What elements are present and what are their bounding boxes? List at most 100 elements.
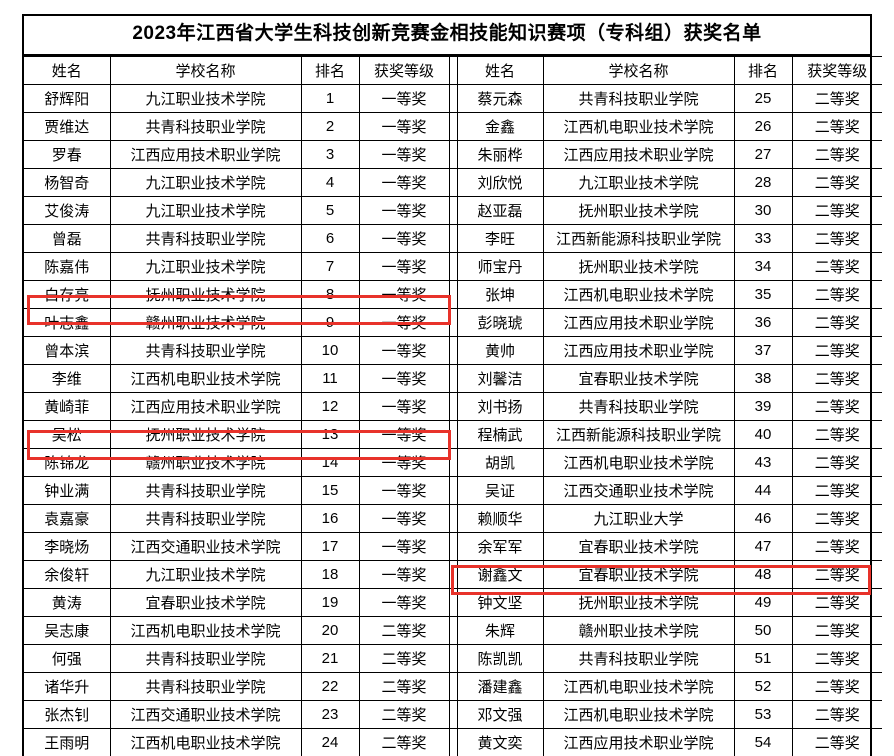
cell-level: 一等奖 — [358, 111, 450, 141]
cell-school: 江西机电职业技术学院 — [542, 279, 735, 309]
column-gap — [448, 615, 458, 645]
cell-level: 一等奖 — [358, 223, 450, 253]
cell-rank: 51 — [733, 643, 793, 673]
cell-rank: 33 — [733, 223, 793, 253]
cell-school: 宜春职业技术学院 — [109, 587, 302, 617]
cell-name: 张坤 — [456, 279, 544, 309]
cell-school: 江西应用技术职业学院 — [542, 335, 735, 365]
cell-school: 九江职业技术学院 — [109, 167, 302, 197]
cell-level: 二等奖 — [791, 111, 882, 141]
cell-school: 九江职业技术学院 — [109, 83, 302, 113]
column-gap — [448, 419, 458, 449]
cell-level: 一等奖 — [358, 559, 450, 589]
cell-rank: 25 — [733, 83, 793, 113]
cell-rank: 12 — [300, 391, 360, 421]
cell-level: 二等奖 — [791, 251, 882, 281]
cell-level: 二等奖 — [358, 643, 450, 673]
column-gap — [448, 447, 458, 477]
cell-school: 抚州职业技术学院 — [542, 587, 735, 617]
cell-school: 江西应用技术职业学院 — [542, 139, 735, 169]
cell-school: 九江职业技术学院 — [109, 251, 302, 281]
cell-school: 江西机电职业技术学院 — [109, 615, 302, 645]
cell-level: 二等奖 — [791, 643, 882, 673]
cell-rank: 19 — [300, 587, 360, 617]
column-gap — [448, 475, 458, 505]
cell-name: 曾本滨 — [24, 335, 111, 365]
cell-level: 二等奖 — [791, 335, 882, 365]
table-row: 王雨明 江西机电职业技术学院 24 二等奖 黄文奕 江西应用技术职业学院 54 … — [24, 727, 882, 756]
column-gap — [448, 167, 458, 197]
cell-school: 江西机电职业技术学院 — [542, 699, 735, 729]
column-gap — [448, 363, 458, 393]
cell-level: 一等奖 — [358, 391, 450, 421]
cell-name: 刘馨洁 — [456, 363, 544, 393]
table-row: 何强 共青科技职业学院 21 二等奖 陈凯凯 共青科技职业学院 51 二等奖 — [24, 643, 882, 673]
cell-rank: 18 — [300, 559, 360, 589]
cell-rank: 21 — [300, 643, 360, 673]
cell-level: 二等奖 — [791, 475, 882, 505]
cell-level: 一等奖 — [358, 139, 450, 169]
cell-level: 二等奖 — [791, 447, 882, 477]
cell-school: 江西机电职业技术学院 — [542, 671, 735, 701]
cell-rank: 11 — [300, 363, 360, 393]
cell-level: 二等奖 — [791, 279, 882, 309]
cell-level: 二等奖 — [358, 727, 450, 756]
cell-school: 九江职业技术学院 — [542, 167, 735, 197]
cell-name: 金鑫 — [456, 111, 544, 141]
cell-name: 张杰钊 — [24, 699, 111, 729]
cell-level: 一等奖 — [358, 363, 450, 393]
cell-name: 余俊轩 — [24, 559, 111, 589]
table-row: 黄崎菲 江西应用技术职业学院 12 一等奖 刘书扬 共青科技职业学院 39 二等… — [24, 391, 882, 421]
cell-name: 彭晓琥 — [456, 307, 544, 337]
cell-name: 朱辉 — [456, 615, 544, 645]
cell-school: 共青科技职业学院 — [109, 671, 302, 701]
cell-name: 吴证 — [456, 475, 544, 505]
cell-school: 宜春职业技术学院 — [542, 363, 735, 393]
cell-school: 共青科技职业学院 — [109, 335, 302, 365]
cell-level: 一等奖 — [358, 447, 450, 477]
column-gap — [448, 503, 458, 533]
cell-school: 江西新能源科技职业学院 — [542, 419, 735, 449]
cell-school: 共青科技职业学院 — [109, 475, 302, 505]
cell-level: 一等奖 — [358, 251, 450, 281]
cell-school: 共青科技职业学院 — [109, 111, 302, 141]
cell-rank: 8 — [300, 279, 360, 309]
cell-name: 曾磊 — [24, 223, 111, 253]
column-gap — [448, 223, 458, 253]
cell-name: 叶志鑫 — [24, 307, 111, 337]
cell-name: 白存亮 — [24, 279, 111, 309]
award-list-frame: 2023年江西省大学生科技创新竞赛金相技能知识赛项（专科组）获奖名单 姓名 学校… — [22, 14, 882, 756]
cell-name: 罗春 — [24, 139, 111, 169]
table-row: 黄涛 宜春职业技术学院 19 一等奖 钟文坚 抚州职业技术学院 49 二等奖 — [24, 587, 882, 617]
cell-school: 江西应用技术职业学院 — [542, 307, 735, 337]
table-row: 钟业满 共青科技职业学院 15 一等奖 吴证 江西交通职业技术学院 44 二等奖 — [24, 475, 882, 505]
table-row: 李维 江西机电职业技术学院 11 一等奖 刘馨洁 宜春职业技术学院 38 二等奖 — [24, 363, 882, 393]
cell-name: 黄涛 — [24, 587, 111, 617]
cell-name: 陈凯凯 — [456, 643, 544, 673]
column-gap — [448, 195, 458, 225]
cell-school: 九江职业技术学院 — [109, 195, 302, 225]
cell-level: 一等奖 — [358, 503, 450, 533]
cell-level: 一等奖 — [358, 335, 450, 365]
table-row: 舒辉阳 九江职业技术学院 1 一等奖 蔡元森 共青科技职业学院 25 二等奖 — [24, 83, 882, 113]
cell-school: 共青科技职业学院 — [542, 643, 735, 673]
cell-name: 黄文奕 — [456, 727, 544, 756]
column-gap — [448, 251, 458, 281]
column-gap — [448, 279, 458, 309]
cell-rank: 2 — [300, 111, 360, 141]
cell-rank: 49 — [733, 587, 793, 617]
cell-name: 陈锦龙 — [24, 447, 111, 477]
column-gap — [448, 727, 458, 756]
cell-rank: 13 — [300, 419, 360, 449]
cell-level: 二等奖 — [791, 363, 882, 393]
cell-level: 二等奖 — [791, 195, 882, 225]
table-row: 诸华升 共青科技职业学院 22 二等奖 潘建鑫 江西机电职业技术学院 52 二等… — [24, 671, 882, 701]
cell-school: 抚州职业技术学院 — [542, 251, 735, 281]
cell-level: 二等奖 — [358, 699, 450, 729]
cell-school: 江西应用技术职业学院 — [109, 139, 302, 169]
cell-level: 二等奖 — [791, 587, 882, 617]
cell-rank: 9 — [300, 307, 360, 337]
cell-level: 二等奖 — [791, 83, 882, 113]
cell-rank: 16 — [300, 503, 360, 533]
